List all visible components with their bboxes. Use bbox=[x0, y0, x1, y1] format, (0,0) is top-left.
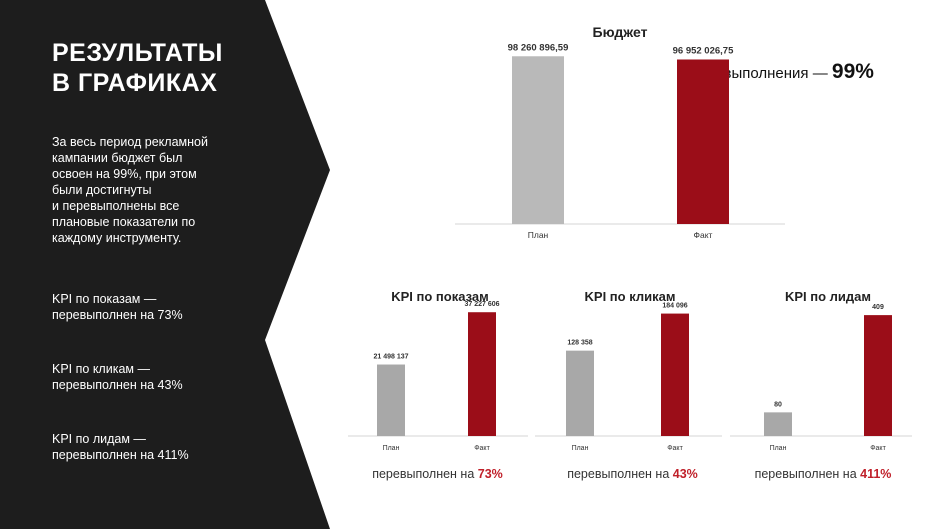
leads-category-label-fact: Факт bbox=[870, 445, 886, 452]
clicks-bar-plan bbox=[566, 350, 594, 436]
clicks-category-label-plan: План bbox=[572, 445, 589, 452]
kpi-note-line: KPI по показам — bbox=[52, 292, 157, 306]
impressions-bar-fact bbox=[468, 312, 496, 436]
intro-line: были достигнуты bbox=[52, 183, 152, 197]
intro-line: освоен на 99%, при этом bbox=[52, 167, 197, 181]
impressions-data-label-plan: 21 498 137 bbox=[373, 354, 408, 361]
leads-bar-fact bbox=[864, 315, 892, 436]
summary-label: перевыполнен на bbox=[567, 467, 673, 481]
intro-line: За весь период рекламной bbox=[52, 135, 208, 149]
intro-text: За весь период рекламной кампании бюджет… bbox=[52, 134, 252, 246]
budget-data-label-plan: 98 260 896,59 bbox=[508, 42, 569, 53]
page-title: РЕЗУЛЬТАТЫ В ГРАФИКАХ bbox=[52, 38, 282, 98]
leads-bar-plan bbox=[764, 412, 792, 436]
kpi-note-clicks: KPI по кликам — перевыполнен на 43% bbox=[52, 361, 252, 393]
leads-data-label-plan: 80 bbox=[774, 401, 782, 408]
budget-completion-label: % выполнения — bbox=[706, 65, 832, 82]
clicks-category-label-fact: Факт bbox=[667, 445, 683, 452]
budget-category-label-plan: План bbox=[528, 230, 549, 240]
kpi-clicks-summary: перевыполнен на 43% bbox=[545, 467, 720, 481]
kpi-note-line: перевыполнен на 43% bbox=[52, 378, 183, 392]
intro-line: плановые показатели по bbox=[52, 215, 196, 229]
kpi-note-line: перевыполнен на 411% bbox=[52, 448, 189, 462]
impressions-data-label-fact: 37 227 606 bbox=[464, 301, 499, 308]
kpi-clicks-title: KPI по кликам bbox=[584, 289, 676, 304]
leads-category-label-plan: План bbox=[770, 445, 787, 452]
summary-value: 411% bbox=[860, 467, 892, 481]
impressions-bar-plan bbox=[377, 364, 405, 436]
kpi-note-leads: KPI по лидам — перевыполнен на 411% bbox=[52, 431, 252, 463]
kpi-note-line: KPI по лидам — bbox=[52, 432, 146, 446]
clicks-data-label-plan: 128 358 bbox=[567, 340, 592, 347]
kpi-impressions-summary: перевыполнен на 73% bbox=[350, 467, 525, 481]
budget-chart-title: Бюджет bbox=[592, 24, 648, 40]
page-title-line2: В ГРАФИКАХ bbox=[52, 69, 218, 97]
page-title-line1: РЕЗУЛЬТАТЫ bbox=[52, 39, 223, 67]
budget-bar-fact bbox=[677, 59, 729, 225]
leads-data-label-fact: 409 bbox=[872, 304, 884, 311]
intro-line: и перевыполнены все bbox=[52, 199, 180, 213]
kpi-leads-title: KPI по лидам bbox=[784, 289, 872, 304]
summary-label: перевыполнен на bbox=[372, 467, 478, 481]
budget-data-label-fact: 96 952 026,75 bbox=[673, 45, 734, 56]
clicks-data-label-fact: 184 096 bbox=[662, 303, 687, 310]
kpi-note-impressions: KPI по показам — перевыполнен на 73% bbox=[52, 291, 252, 323]
budget-completion: % выполнения — 99% bbox=[706, 60, 874, 84]
clicks-bar-fact bbox=[661, 313, 689, 436]
kpi-leads-summary: перевыполнен на 411% bbox=[733, 467, 913, 481]
kpi-note-line: KPI по кликам — bbox=[52, 362, 150, 376]
budget-completion-value: 99% bbox=[831, 60, 874, 83]
summary-value: 43% bbox=[672, 467, 698, 481]
left-panel-background bbox=[0, 0, 330, 529]
impressions-category-label-fact: Факт bbox=[474, 445, 490, 452]
summary-value: 73% bbox=[477, 467, 503, 481]
impressions-category-label-plan: План bbox=[383, 445, 400, 452]
kpi-note-line: перевыполнен на 73% bbox=[52, 308, 183, 322]
budget-bar-plan bbox=[512, 56, 564, 224]
intro-line: каждому инструменту. bbox=[52, 231, 182, 245]
intro-line: кампании бюджет был bbox=[52, 151, 183, 165]
summary-label: перевыполнен на bbox=[754, 467, 861, 481]
budget-category-label-fact: Факт bbox=[694, 230, 713, 240]
kpi-impressions-title: KPI по показам bbox=[391, 289, 489, 304]
